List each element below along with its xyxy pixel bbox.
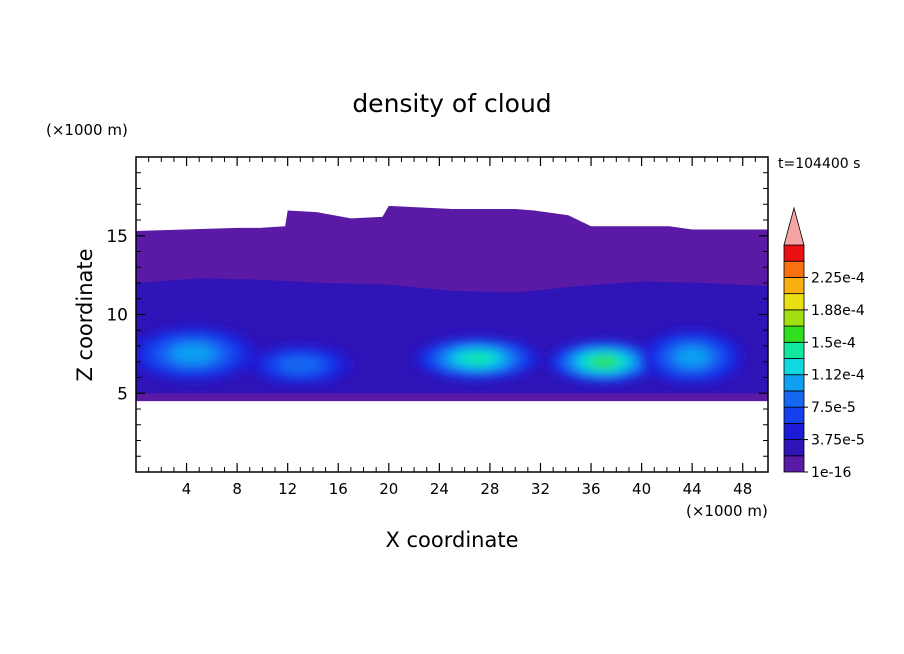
y-tick-label: 15 — [106, 227, 128, 247]
colorbar-swatch — [783, 422, 805, 440]
cloud-core-3-level-6 — [591, 357, 616, 367]
time-label: t=104400 s — [778, 156, 860, 172]
x-tick-label: 4 — [182, 480, 192, 498]
colorbar-label: 3.75e-5 — [811, 433, 865, 449]
chart-title: density of cloud — [352, 89, 551, 118]
colorbar-swatch — [783, 309, 805, 327]
colorbar-swatch — [783, 455, 805, 473]
colorbar-swatch — [783, 439, 805, 457]
colorbar-swatch — [783, 374, 805, 392]
y-unit-label: (×1000 m) — [46, 121, 128, 139]
colorbar-label: 1e-16 — [811, 465, 851, 481]
x-tick-label: 20 — [379, 480, 398, 498]
x-tick-label: 44 — [683, 480, 702, 498]
colorbar-label: 1.88e-4 — [811, 303, 865, 319]
colorbar-swatch — [783, 358, 805, 376]
colorbar-swatch — [783, 406, 805, 424]
x-tick-label: 28 — [480, 480, 499, 498]
y-tick-label: 5 — [117, 384, 128, 404]
y-axis-label: Z coordinate — [73, 248, 97, 381]
x-tick-label: 48 — [733, 480, 752, 498]
x-tick-label: 32 — [531, 480, 550, 498]
x-axis-label: X coordinate — [385, 528, 518, 552]
cloud-cores — [136, 326, 743, 385]
y-axis-ticks: 5 10 15 — [106, 172, 768, 457]
colorbar-swatch — [783, 244, 805, 262]
colorbar-label: 2.25e-4 — [811, 270, 865, 286]
colorbar-label: 1.12e-4 — [811, 368, 865, 384]
x-tick-label: 12 — [278, 480, 297, 498]
colorbar-swatch — [783, 260, 805, 278]
colorbar-label: 7.5e-5 — [811, 400, 856, 416]
cloud-core-4-level-3 — [674, 347, 710, 367]
x-tick-label: 8 — [232, 480, 242, 498]
colorbar-swatch — [783, 341, 805, 359]
x-tick-label: 24 — [430, 480, 449, 498]
x-tick-label: 36 — [581, 480, 600, 498]
colorbar-label: 1.5e-4 — [811, 335, 856, 351]
cloud-core-1-level-2 — [277, 356, 323, 374]
y-tick-label: 10 — [106, 306, 128, 326]
colorbar-extend-arrow — [783, 206, 805, 246]
colorbar-swatch — [783, 325, 805, 343]
x-tick-label: 16 — [329, 480, 348, 498]
colorbar: 1e-16 3.75e-5 7.5e-5 1.12e-4 1.5e-4 1.88e-4 2.… — [783, 206, 865, 481]
cloud-core-2-level-5 — [461, 353, 493, 364]
x-tick-label: 40 — [632, 480, 651, 498]
colorbar-swatch — [783, 277, 805, 295]
cloud-core-0-level-3 — [170, 344, 215, 364]
colorbar-swatch — [783, 390, 805, 408]
colorbar-swatch — [783, 293, 805, 311]
x-unit-label: (×1000 m) — [686, 502, 768, 520]
plot-area — [136, 205, 768, 402]
x-axis-ticks: 4 8 12 16 20 24 28 32 36 40 44 48 — [148, 157, 756, 498]
